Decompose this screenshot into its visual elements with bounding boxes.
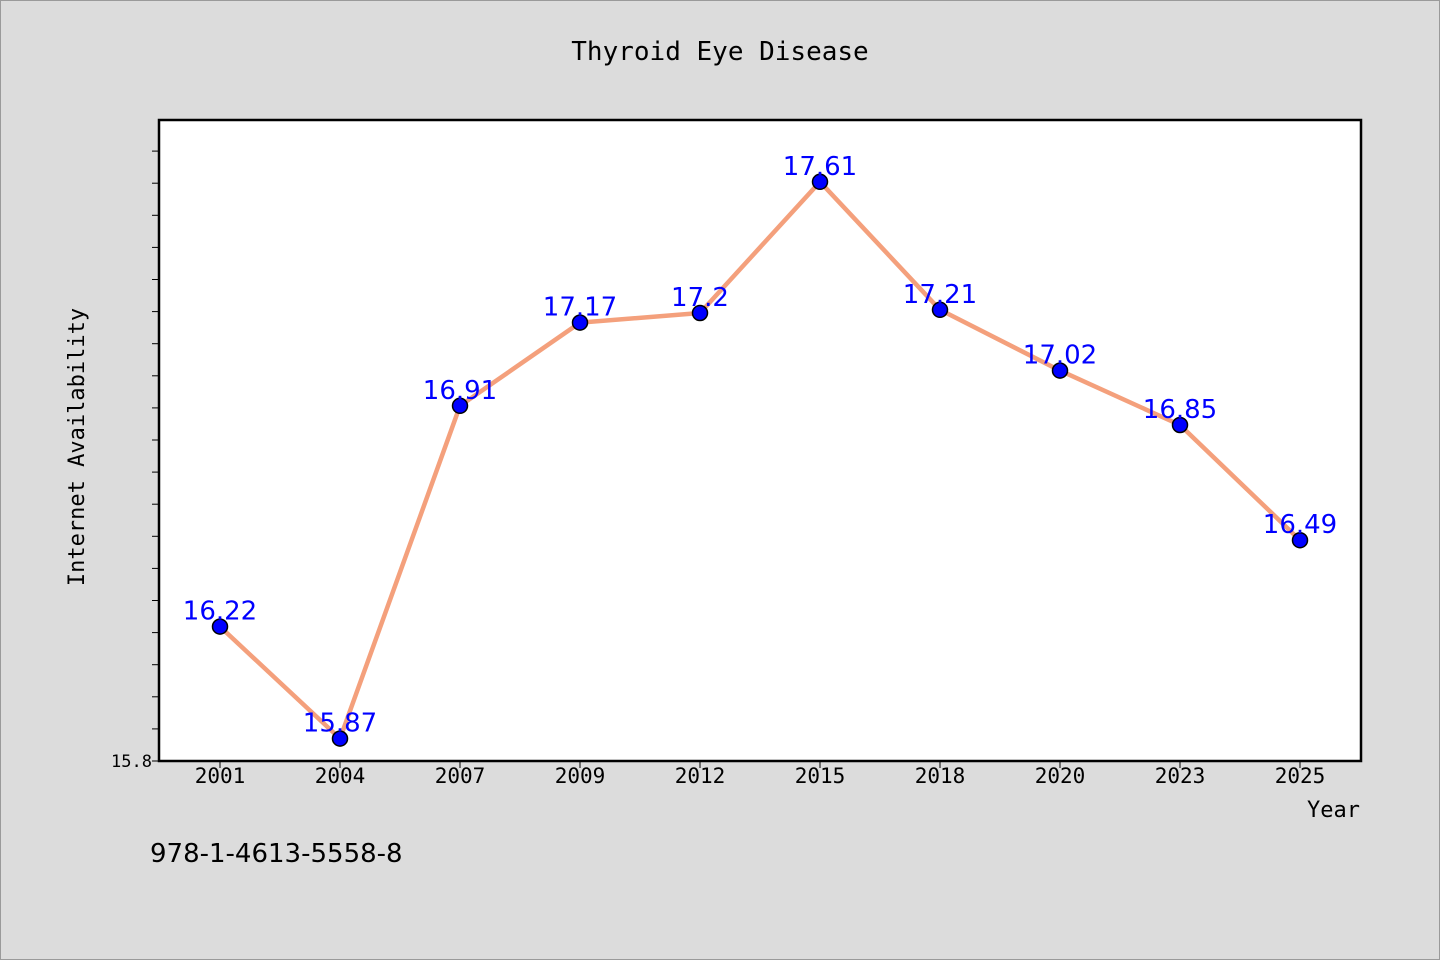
chart-title: Thyroid Eye Disease [571,37,868,67]
y-tick-label: 15.8 [111,752,152,772]
x-tick-label: 2012 [675,764,726,788]
data-label: 15.87 [303,709,377,739]
x-tick-label: 2023 [1155,764,1206,788]
series-lines [218,179,1302,741]
data-point [1291,531,1309,549]
y-axis-ticks: 15.8 [111,150,159,772]
data-point [1051,362,1069,379]
data-point [691,304,709,322]
plot-area [157,118,1363,763]
data-point [331,730,349,747]
data-label: 17.21 [903,280,977,310]
series-points [211,173,1309,747]
x-axis-ticks: 2001 2004 2007 2009 2012 2015 2018 2020 2023 2025 [195,761,1326,788]
footer-identifier: 978-1-4613-5558-8 [150,839,403,869]
x-tick-label: 2009 [555,764,606,788]
data-label: 17.17 [543,293,617,323]
data-label: 17.02 [1023,341,1097,371]
data-label: 16.91 [423,376,497,406]
x-tick-label: 2020 [1035,764,1086,788]
data-point [451,397,469,415]
series-line [218,179,1302,741]
x-tick-label: 2018 [915,764,966,788]
data-label: 16.85 [1143,395,1217,425]
x-tick-label: 2004 [315,764,366,788]
x-axis-label: Year [1307,798,1360,823]
data-label: 17.2 [671,283,729,313]
data-labels: 16.22 15.87 16.91 17.17 17.2 17.61 17.21 17.02 1… [183,152,1337,739]
x-tick-label: 2015 [795,764,846,788]
data-label: 16.22 [183,597,257,627]
data-label: 17.61 [783,152,857,182]
x-tick-label: 2025 [1275,764,1326,788]
y-axis-label: Internet Availability [65,308,90,586]
data-label: 16.49 [1263,510,1337,540]
data-point [571,314,589,331]
x-tick-label: 2007 [435,764,486,788]
data-point [211,618,229,635]
data-point [811,173,829,191]
data-point [931,301,949,319]
data-point [1171,416,1189,434]
x-tick-label: 2001 [195,764,246,788]
